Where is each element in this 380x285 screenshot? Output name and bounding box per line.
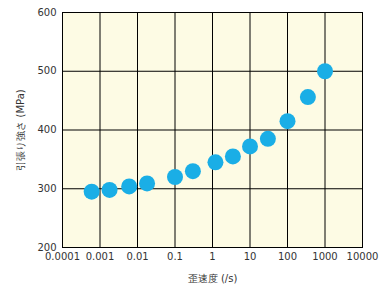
svg-text:600: 600 bbox=[37, 7, 56, 18]
svg-text:0.001: 0.001 bbox=[86, 251, 115, 262]
svg-text:歪速度 (/s): 歪速度 (/s) bbox=[188, 273, 238, 284]
svg-text:10: 10 bbox=[244, 251, 257, 262]
svg-text:500: 500 bbox=[37, 65, 56, 76]
svg-text:0.01: 0.01 bbox=[126, 251, 148, 262]
svg-text:1000: 1000 bbox=[312, 251, 337, 262]
svg-text:10000: 10000 bbox=[347, 251, 379, 262]
svg-text:0.1: 0.1 bbox=[167, 251, 183, 262]
svg-text:引張り強さ (MPa): 引張り強さ (MPa) bbox=[15, 89, 26, 170]
svg-text:1: 1 bbox=[209, 251, 215, 262]
svg-text:300: 300 bbox=[37, 183, 56, 194]
svg-text:200: 200 bbox=[37, 241, 57, 253]
svg-text:400: 400 bbox=[37, 124, 56, 135]
svg-text:0.0001: 0.0001 bbox=[45, 251, 80, 262]
svg-text:100: 100 bbox=[278, 251, 297, 262]
